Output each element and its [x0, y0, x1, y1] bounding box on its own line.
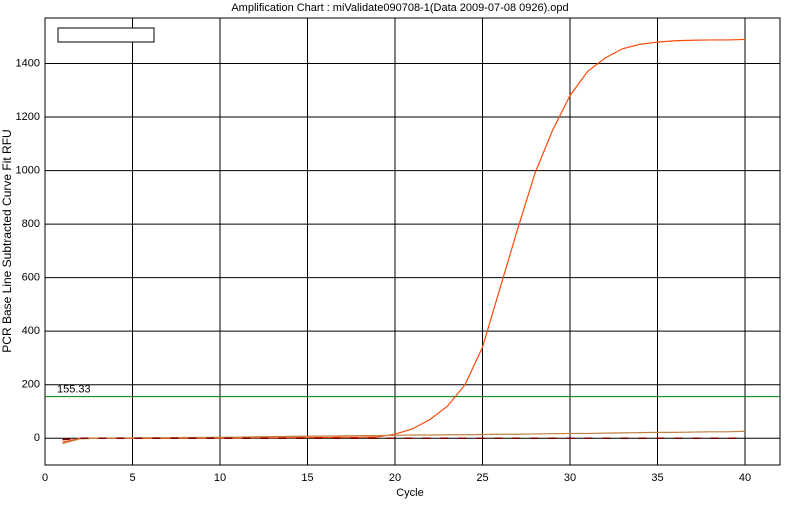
- chart-title: Amplification Chart : miValidate090708-1…: [231, 2, 568, 14]
- x-tick-label: 30: [564, 472, 576, 484]
- x-tick-label: 25: [476, 472, 488, 484]
- x-tick-label: 5: [129, 472, 135, 484]
- threshold-label: 155.33: [57, 384, 91, 396]
- y-tick-label: 400: [22, 325, 40, 337]
- y-tick-label: 800: [22, 218, 40, 230]
- y-axis-label: PCR Base Line Subtracted Curve Fit RFU: [0, 129, 14, 352]
- y-tick-label: 1400: [16, 57, 40, 69]
- x-tick-label: 40: [739, 472, 751, 484]
- x-tick-label: 0: [42, 472, 48, 484]
- series-line: [62, 437, 745, 441]
- y-tick-label: 600: [22, 272, 40, 284]
- x-tick-label: 10: [214, 472, 226, 484]
- x-tick-label: 35: [651, 472, 663, 484]
- y-tick-label: 0: [34, 432, 40, 444]
- x-axis-label: Cycle: [396, 487, 424, 499]
- plot-area: [44, 17, 781, 466]
- y-tick-label: 1000: [16, 164, 40, 176]
- y-tick-label: 200: [22, 379, 40, 391]
- x-tick-label: 20: [389, 472, 401, 484]
- y-tick-label: 1200: [16, 111, 40, 123]
- legend-box: [57, 27, 155, 43]
- x-tick-label: 15: [301, 472, 313, 484]
